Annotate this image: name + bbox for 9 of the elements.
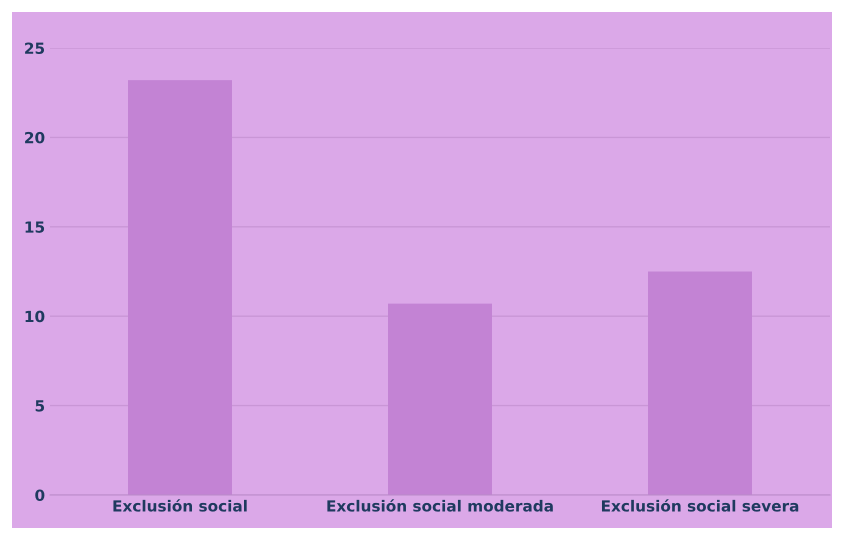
y-tick-label: 20 [25,132,44,144]
x-tick-label: Exclusión social [113,499,247,512]
y-tick-label: 15 [26,221,44,233]
x-tick-label: Exclusión social moderada [327,499,553,512]
y-tick-label: 5 [36,400,44,412]
x-tick-label: Exclusión social severa [602,499,798,512]
y-tick-label: 25 [25,42,44,54]
y-tick-label: 0 [35,489,44,502]
y-tick-label: 10 [26,310,44,322]
